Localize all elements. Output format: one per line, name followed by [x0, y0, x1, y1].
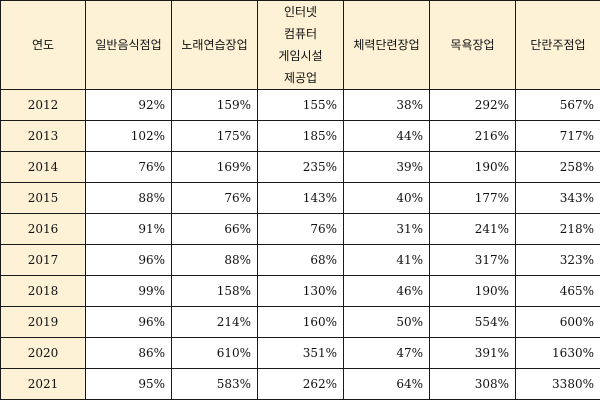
header-pc-bang-line: 인터넷 [283, 5, 318, 19]
table-row: 2019 96% 214% 160% 50% 554% 600% [0, 306, 600, 338]
value-cell: 39% [343, 151, 430, 183]
value-cell: 262% [257, 368, 344, 400]
value-cell: 235% [257, 151, 344, 183]
year-cell: 2018 [0, 275, 86, 307]
value-cell: 86% [85, 337, 172, 369]
table-row: 2020 86% 610% 351% 47% 391% 1630% [0, 337, 600, 369]
header-karaoke: 노래연습장업 [171, 0, 258, 90]
value-cell: 38% [343, 89, 430, 121]
year-cell: 2019 [0, 306, 86, 338]
value-cell: 102% [85, 120, 172, 152]
value-cell: 214% [171, 306, 258, 338]
value-cell: 160% [257, 306, 344, 338]
header-pc-bang: 인터넷 컴퓨터 게임시설 제공업 [257, 0, 344, 90]
value-cell: 185% [257, 120, 344, 152]
value-cell: 343% [515, 182, 600, 214]
value-cell: 175% [171, 120, 258, 152]
value-cell: 323% [515, 244, 600, 276]
year-cell: 2015 [0, 182, 86, 214]
table-row: 2013 102% 175% 185% 44% 216% 717% [0, 120, 600, 152]
value-cell: 96% [85, 306, 172, 338]
value-cell: 1630% [515, 337, 600, 369]
value-cell: 92% [85, 89, 172, 121]
year-cell: 2017 [0, 244, 86, 276]
value-cell: 465% [515, 275, 600, 307]
header-row: 연도 일반음식점업 노래연습장업 인터넷 컴퓨터 게임시설 제공업 체력단련장업… [0, 0, 600, 90]
value-cell: 554% [429, 306, 516, 338]
value-cell: 95% [85, 368, 172, 400]
value-cell: 44% [343, 120, 430, 152]
table-row: 2014 76% 169% 235% 39% 190% 258% [0, 151, 600, 183]
value-cell: 46% [343, 275, 430, 307]
value-cell: 218% [515, 213, 600, 245]
year-cell: 2013 [0, 120, 86, 152]
table-row: 2016 91% 66% 76% 31% 241% 218% [0, 213, 600, 245]
table-row: 2015 88% 76% 143% 40% 177% 343% [0, 182, 600, 214]
table-row: 2018 99% 158% 130% 46% 190% 465% [0, 275, 600, 307]
header-bath: 목욕장업 [429, 0, 516, 90]
header-gym: 체력단련장업 [343, 0, 430, 90]
value-cell: 50% [343, 306, 430, 338]
value-cell: 68% [257, 244, 344, 276]
value-cell: 717% [515, 120, 600, 152]
value-cell: 47% [343, 337, 430, 369]
value-cell: 76% [257, 213, 344, 245]
value-cell: 583% [171, 368, 258, 400]
header-pc-bang-line: 컴퓨터 [283, 27, 318, 41]
value-cell: 41% [343, 244, 430, 276]
value-cell: 177% [429, 182, 516, 214]
value-cell: 3380% [515, 368, 600, 400]
table-body: 2012 92% 159% 155% 38% 292% 567% 2013 102% 175% 18… [0, 89, 600, 400]
value-cell: 190% [429, 151, 516, 183]
table-row: 2012 92% 159% 155% 38% 292% 567% [0, 89, 600, 121]
value-cell: 317% [429, 244, 516, 276]
value-cell: 76% [171, 182, 258, 214]
header-restaurant: 일반음식점업 [85, 0, 172, 90]
value-cell: 258% [515, 151, 600, 183]
value-cell: 610% [171, 337, 258, 369]
header-pc-bang-line: 제공업 [283, 71, 318, 85]
value-cell: 155% [257, 89, 344, 121]
value-cell: 91% [85, 213, 172, 245]
year-cell: 2016 [0, 213, 86, 245]
table-row: 2021 95% 583% 262% 64% 308% 3380% [0, 368, 600, 400]
value-cell: 216% [429, 120, 516, 152]
header-year: 연도 [0, 0, 86, 90]
value-cell: 66% [171, 213, 258, 245]
value-cell: 159% [171, 89, 258, 121]
value-cell: 190% [429, 275, 516, 307]
year-cell: 2020 [0, 337, 86, 369]
value-cell: 40% [343, 182, 430, 214]
value-cell: 567% [515, 89, 600, 121]
value-cell: 88% [171, 244, 258, 276]
value-cell: 351% [257, 337, 344, 369]
value-cell: 600% [515, 306, 600, 338]
value-cell: 31% [343, 213, 430, 245]
header-bar: 단란주점업 [515, 0, 600, 90]
year-cell: 2014 [0, 151, 86, 183]
value-cell: 241% [429, 213, 516, 245]
year-cell: 2021 [0, 368, 86, 400]
year-cell: 2012 [0, 89, 86, 121]
value-cell: 130% [257, 275, 344, 307]
value-cell: 88% [85, 182, 172, 214]
value-cell: 64% [343, 368, 430, 400]
table-row: 2017 96% 88% 68% 41% 317% 323% [0, 244, 600, 276]
value-cell: 158% [171, 275, 258, 307]
header-pc-bang-line: 게임시설 [278, 49, 323, 63]
value-cell: 308% [429, 368, 516, 400]
value-cell: 391% [429, 337, 516, 369]
value-cell: 292% [429, 89, 516, 121]
value-cell: 169% [171, 151, 258, 183]
value-cell: 96% [85, 244, 172, 276]
value-cell: 76% [85, 151, 172, 183]
value-cell: 143% [257, 182, 344, 214]
value-cell: 99% [85, 275, 172, 307]
